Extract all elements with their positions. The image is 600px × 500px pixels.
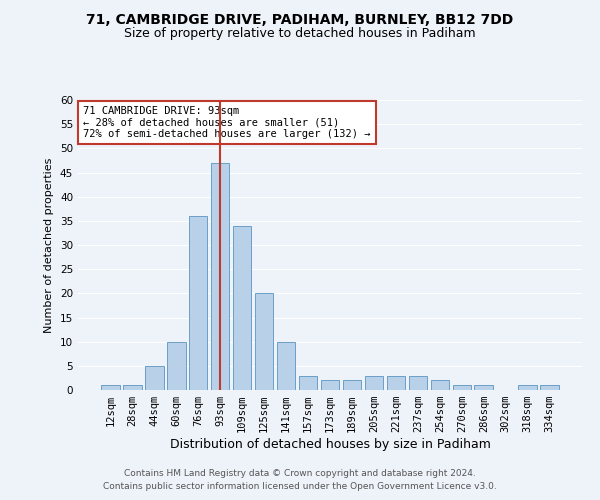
Bar	[365, 376, 383, 390]
Bar	[211, 163, 229, 390]
Bar	[475, 385, 493, 390]
Bar	[145, 366, 164, 390]
Bar	[541, 385, 559, 390]
Bar	[167, 342, 185, 390]
Bar	[452, 385, 471, 390]
Bar	[518, 385, 537, 390]
Bar	[123, 385, 142, 390]
Text: Contains public sector information licensed under the Open Government Licence v3: Contains public sector information licen…	[103, 482, 497, 491]
Y-axis label: Number of detached properties: Number of detached properties	[44, 158, 55, 332]
Text: 71 CAMBRIDGE DRIVE: 93sqm
← 28% of detached houses are smaller (51)
72% of semi-: 71 CAMBRIDGE DRIVE: 93sqm ← 28% of detac…	[83, 106, 371, 139]
Bar	[343, 380, 361, 390]
Bar	[101, 385, 119, 390]
Bar	[431, 380, 449, 390]
Bar	[320, 380, 340, 390]
X-axis label: Distribution of detached houses by size in Padiham: Distribution of detached houses by size …	[170, 438, 490, 451]
Bar	[255, 294, 274, 390]
Bar	[233, 226, 251, 390]
Text: 71, CAMBRIDGE DRIVE, PADIHAM, BURNLEY, BB12 7DD: 71, CAMBRIDGE DRIVE, PADIHAM, BURNLEY, B…	[86, 12, 514, 26]
Bar	[299, 376, 317, 390]
Text: Size of property relative to detached houses in Padiham: Size of property relative to detached ho…	[124, 28, 476, 40]
Bar	[386, 376, 405, 390]
Text: Contains HM Land Registry data © Crown copyright and database right 2024.: Contains HM Land Registry data © Crown c…	[124, 468, 476, 477]
Bar	[409, 376, 427, 390]
Bar	[277, 342, 295, 390]
Bar	[189, 216, 208, 390]
